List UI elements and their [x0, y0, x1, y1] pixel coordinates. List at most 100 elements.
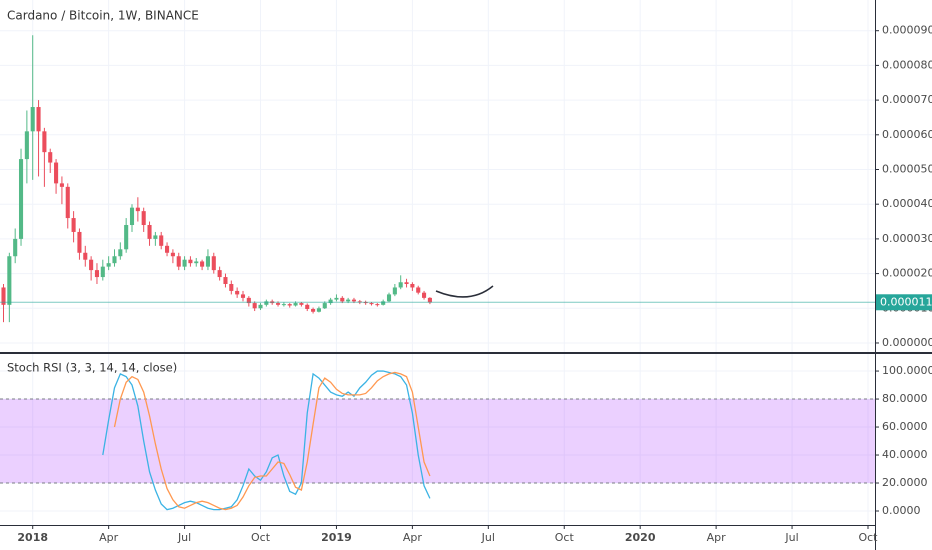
candle-body — [311, 308, 316, 312]
x-tick-label: Oct — [251, 531, 271, 544]
y-tick-label: 100.0000 — [882, 364, 932, 377]
candle-body — [281, 304, 286, 306]
candle-body — [188, 259, 193, 264]
candle-body — [65, 186, 70, 219]
x-tick-label: 2020 — [625, 531, 656, 544]
candle-body — [200, 261, 205, 267]
candle-body — [293, 303, 298, 306]
x-tick-label: 2018 — [17, 531, 48, 544]
chart-title: Cardano / Bitcoin, 1W, BINANCE — [7, 9, 199, 23]
y-tick-label: 0.00004000 — [882, 197, 932, 210]
x-tick-label: Apr — [707, 531, 727, 544]
y-tick-label: 60.0000 — [882, 420, 928, 433]
stoch-line — [102, 370, 431, 511]
candle-body — [422, 292, 427, 298]
candle-body — [77, 231, 82, 253]
candle-body — [381, 301, 386, 305]
candle-body — [147, 225, 152, 239]
candle-body — [235, 290, 240, 295]
candle-body — [83, 252, 88, 260]
grid-layer — [0, 0, 875, 525]
x-tick-label: Apr — [403, 531, 423, 544]
candle-body — [13, 238, 18, 257]
candle-body — [24, 131, 29, 160]
plot-layer — [0, 35, 875, 511]
candle-body — [258, 304, 263, 309]
candle-body — [42, 131, 47, 153]
candle-body — [328, 299, 333, 304]
candle-body — [386, 294, 392, 302]
y-tick-label: 40.0000 — [882, 448, 928, 461]
y-tick-label: 0.00008000 — [882, 58, 932, 71]
y-tick-label: 80.0000 — [882, 392, 928, 405]
candle-body — [211, 256, 216, 271]
y-tick-label: 0.00006000 — [882, 128, 932, 141]
candle-body — [346, 299, 351, 302]
x-tick-label: Apr — [99, 531, 119, 544]
candle-body — [416, 287, 421, 293]
y-tick-label: 20.0000 — [882, 476, 928, 489]
candle-body — [340, 297, 345, 302]
y-tick-label: 0.00000000 — [882, 336, 932, 349]
candle-body — [287, 304, 292, 306]
candle-body — [135, 207, 140, 212]
candle-body — [404, 282, 409, 284]
band-fill — [0, 399, 875, 484]
candle-body — [89, 259, 94, 271]
y-tick-label: 0.00003000 — [882, 232, 932, 245]
axes-layer: 2018 Apr Jul Oct 2019 Apr Jul Oct 2020 Apr Jul Oct 0… — [17, 24, 932, 544]
y-tick-label: 0.00005000 — [882, 162, 932, 175]
x-tick-label: 2019 — [321, 531, 352, 544]
candle-body — [7, 256, 12, 305]
x-tick-label: Jul — [177, 531, 191, 544]
candle-body — [398, 282, 403, 288]
candle-body — [141, 211, 146, 226]
candle-body — [316, 308, 321, 312]
candle-body — [369, 303, 374, 305]
candle-body — [322, 303, 327, 309]
candle-body — [48, 152, 53, 163]
x-tick-label: Oct — [858, 531, 878, 544]
candle-body — [205, 256, 210, 267]
candle-body — [54, 162, 59, 184]
candle-body — [305, 304, 310, 309]
candle-body — [410, 283, 415, 288]
candle-body — [375, 304, 380, 306]
candle-body — [165, 245, 170, 253]
last-price-tag — [876, 294, 932, 311]
stoch-line — [113, 371, 431, 511]
candle-body — [299, 303, 304, 305]
y-tick-label: 0.00007000 — [882, 93, 932, 106]
candle-body — [112, 256, 117, 264]
x-tick-label: Jul — [784, 531, 798, 544]
candle-body — [94, 270, 100, 278]
candle-body — [351, 299, 357, 302]
candle-body — [159, 235, 164, 246]
candle-body — [246, 297, 251, 304]
candle-body — [30, 107, 35, 132]
candle-body — [170, 252, 175, 257]
candle-body — [264, 301, 269, 305]
candle-body — [229, 283, 234, 291]
last-price-label: 0.00001173 — [880, 295, 932, 308]
candle-body — [217, 270, 222, 278]
candle-body — [275, 303, 281, 305]
indicator-title: Stoch RSI (3, 3, 14, 14, close) — [7, 361, 177, 375]
y-tick-label: 0.00002000 — [882, 267, 932, 280]
user-drawing — [435, 285, 494, 298]
candle-body — [176, 256, 181, 267]
candle-body — [71, 218, 76, 232]
x-tick-label: Jul — [481, 531, 495, 544]
candle-body — [252, 303, 257, 309]
candle-body — [194, 261, 199, 264]
x-tick-label: Oct — [555, 531, 575, 544]
y-tick-label: 0.00009000 — [882, 24, 932, 37]
candle-body — [153, 235, 158, 239]
candle-body — [129, 207, 135, 226]
y-tick-label: 0.0000 — [882, 504, 921, 517]
candle-body — [334, 297, 339, 300]
candle-body — [223, 277, 228, 284]
candle-body — [106, 263, 111, 267]
